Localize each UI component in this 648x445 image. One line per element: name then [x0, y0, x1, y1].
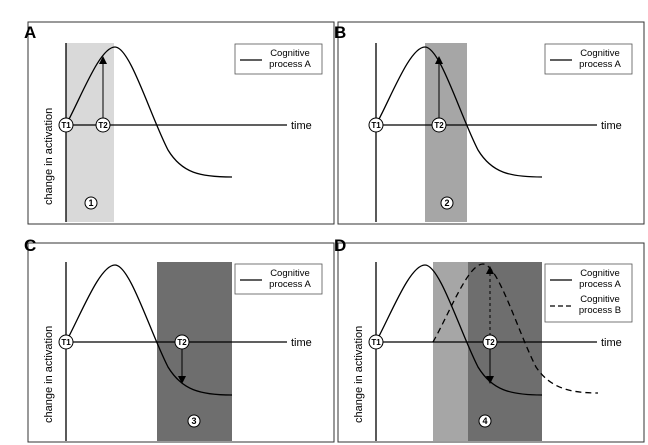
legend-text: Cognitive	[270, 48, 310, 59]
legend-box	[544, 263, 633, 323]
legend: Cognitive process A	[544, 43, 633, 75]
t1-marker-label: T1	[371, 121, 381, 130]
t1-marker-label: T1	[61, 121, 71, 130]
time-window-shade	[425, 43, 467, 222]
legend-text: process B	[579, 305, 621, 316]
t2-marker-label: T2	[177, 338, 187, 347]
process-a-curve	[65, 264, 233, 396]
window-number-circle	[84, 196, 98, 210]
time-window-shade	[468, 262, 542, 441]
process-b-curve	[432, 263, 599, 394]
panel-letter: C	[24, 236, 36, 255]
t1-marker	[58, 334, 74, 350]
time-window-shade-light	[433, 262, 468, 441]
t2-marker	[174, 334, 190, 350]
time-label: time	[601, 337, 622, 349]
window-number-circle	[187, 414, 201, 428]
y-axis-label: change in activation	[43, 326, 55, 423]
t2-marker-label: T2	[485, 338, 495, 347]
t1-marker-label: T1	[371, 338, 381, 347]
process-a-curve	[65, 46, 233, 178]
legend-text: Cognitive	[270, 268, 310, 279]
y-axis-label: change in activation	[353, 326, 365, 423]
t2-marker	[482, 334, 498, 350]
legend: Cognitive process A	[234, 43, 323, 75]
process-a-curve	[375, 46, 543, 178]
panel-letter: D	[334, 236, 346, 255]
process-a-curve	[375, 264, 543, 396]
window-number: 3	[191, 416, 196, 426]
panel-d: D time change in activation T1 T2 4 Cogn…	[334, 236, 645, 443]
window-number-circle	[478, 414, 492, 428]
legend-text: Cognitive	[580, 294, 620, 305]
legend: Cognitive process A	[234, 263, 323, 295]
legend-text: process A	[579, 279, 621, 290]
time-window-shade	[157, 262, 232, 441]
panel-a: A time change in activation T1 T2 1 Cogn…	[24, 21, 335, 225]
window-number-circle	[440, 196, 454, 210]
legend-text: Cognitive	[580, 268, 620, 279]
y-axis-label: change in activation	[43, 108, 55, 205]
t2-marker-label: T2	[434, 121, 444, 130]
panel-b: B time T1 T2 2 Cognitive process A	[334, 21, 645, 225]
legend-text: process A	[579, 59, 621, 70]
legend-box	[544, 43, 633, 75]
time-label: time	[601, 120, 622, 132]
panel-c: C time change in activation T1 T2 3 Cogn…	[24, 236, 335, 443]
window-number: 2	[444, 198, 449, 208]
window-number: 4	[482, 416, 487, 426]
legend-text: Cognitive	[580, 48, 620, 59]
time-label: time	[291, 120, 312, 132]
legend: Cognitive process A Cognitive process B	[544, 263, 633, 323]
t2-marker	[431, 117, 447, 133]
legend-box	[234, 43, 323, 75]
panel-letter: A	[24, 23, 36, 42]
legend-box	[234, 263, 323, 295]
time-window-shade	[66, 43, 114, 222]
t1-marker-label: T1	[61, 338, 71, 347]
t1-marker	[58, 117, 74, 133]
time-label: time	[291, 337, 312, 349]
window-number: 1	[88, 198, 93, 208]
legend-text: process A	[269, 59, 311, 70]
t1-marker	[368, 334, 384, 350]
legend-text: process A	[269, 279, 311, 290]
panel-letter: B	[334, 23, 346, 42]
t2-marker	[95, 117, 111, 133]
t1-marker	[368, 117, 384, 133]
t2-marker-label: T2	[98, 121, 108, 130]
